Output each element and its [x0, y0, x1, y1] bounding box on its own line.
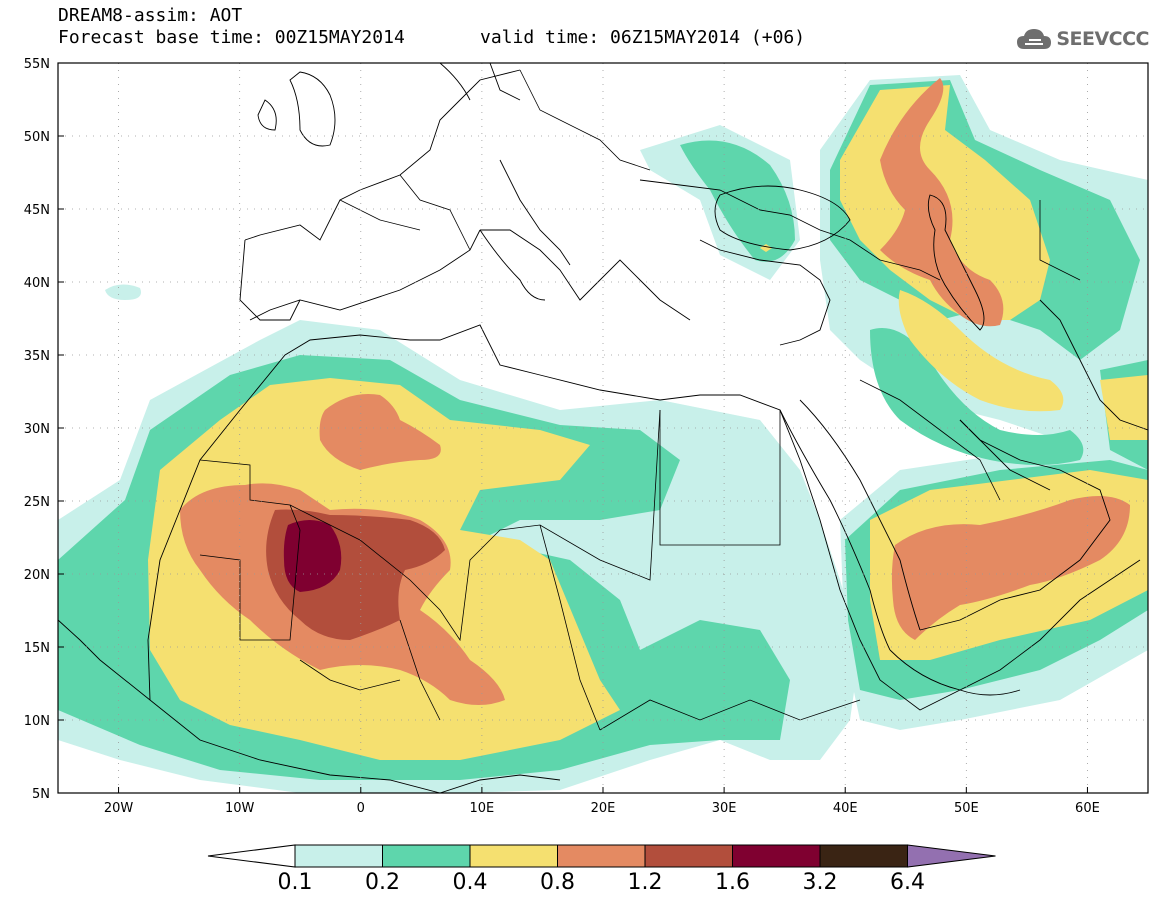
- colorbar-level-label: 1.6: [715, 870, 750, 895]
- lat-tick-label: 45N: [24, 203, 50, 218]
- colorbar-level-label: 0.4: [452, 870, 488, 895]
- seevccc-logo: SEEVCCC: [1016, 24, 1149, 54]
- colorbar-level-label: 0.8: [540, 870, 575, 895]
- map-title: DREAM8-assim: AOT: [58, 5, 243, 26]
- colorbar-segment: [382, 844, 471, 868]
- colorbar-level-label: 1.2: [627, 870, 663, 895]
- colorbar-level-label: 0.1: [277, 870, 313, 895]
- lon-tick-label: 10E: [470, 801, 495, 816]
- lat-tick-label: 20N: [24, 568, 50, 583]
- logo-text: SEEVCCC: [1056, 28, 1149, 50]
- lat-tick-label: 35N: [24, 349, 50, 364]
- lon-tick-label: 20W: [104, 801, 134, 816]
- colorbar-segment: [294, 844, 383, 868]
- colorbar-level-label: 0.2: [365, 870, 400, 895]
- forecast-base-time: Forecast base time: 00Z15MAY2014: [58, 27, 405, 48]
- colorbar-segment: [644, 844, 733, 868]
- colorbar-segment: [819, 844, 908, 868]
- colorbar-segment: [732, 844, 821, 868]
- aot-field: [58, 63, 1148, 793]
- lon-tick-label: 40E: [833, 801, 858, 816]
- lon-tick-label: 50E: [954, 801, 979, 816]
- lat-tick-label: 30N: [24, 422, 50, 437]
- colorbar-level-label: 3.2: [802, 870, 838, 895]
- lat-lon-grid: [58, 63, 1148, 793]
- lat-tick-label: 25N: [24, 495, 50, 510]
- lon-tick-label: 30E: [712, 801, 737, 816]
- cloud-icon: [1017, 29, 1052, 49]
- lon-tick-label: 10W: [225, 801, 255, 816]
- colorbar: [207, 844, 996, 868]
- colorbar-segment: [469, 844, 558, 868]
- longitude-axis: 20W 10W 0 10E 20E 30E 40E 50E 60E: [104, 787, 1100, 816]
- lat-tick-label: 40N: [24, 276, 50, 291]
- aot-level-1.6: [283, 520, 342, 592]
- colorbar-min-arrow: [207, 844, 296, 868]
- coastlines: [58, 63, 1148, 793]
- valid-time: valid time: 06Z15MAY2014 (+06): [480, 27, 806, 48]
- colorbar-segment: [557, 844, 646, 868]
- lon-tick-label: 60E: [1075, 801, 1100, 816]
- lat-tick-label: 55N: [24, 57, 50, 72]
- lon-tick-label: 0: [357, 801, 365, 816]
- colorbar-level-label: 6.4: [890, 870, 925, 895]
- lon-tick-label: 20E: [591, 801, 616, 816]
- lat-tick-label: 10N: [24, 714, 50, 729]
- lat-tick-label: 50N: [24, 130, 50, 145]
- colorbar-max-arrow: [907, 844, 996, 868]
- lat-tick-label: 5N: [32, 787, 50, 802]
- latitude-axis: 55N 50N 45N 40N 35N 30N 25N 20N 15N 10N 5N: [24, 57, 64, 802]
- lat-tick-label: 15N: [24, 641, 50, 656]
